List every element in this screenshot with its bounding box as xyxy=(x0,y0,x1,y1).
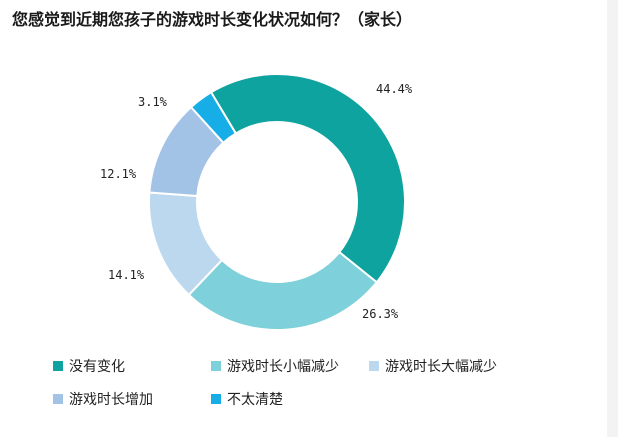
slices-group xyxy=(148,73,406,331)
legend-item: 游戏时长大幅减少 xyxy=(369,356,497,376)
legend-swatch xyxy=(211,361,221,371)
legend-label: 没有变化 xyxy=(69,359,125,375)
legend-item: 游戏时长增加 xyxy=(53,389,153,409)
chart-title: 您感觉到近期您孩子的游戏时长变化状况如何？（家长） xyxy=(12,10,413,29)
legend-item: 不太清楚 xyxy=(211,389,283,409)
labels-group: 44.4% 26.3% 14.1% 12.1% 3.1% xyxy=(100,82,413,321)
legend-swatch xyxy=(53,394,63,404)
legend-label: 不太清楚 xyxy=(227,392,283,408)
legend-item: 游戏时长小幅减少 xyxy=(211,356,339,376)
legend-label: 游戏时长小幅减少 xyxy=(227,359,339,375)
legend-item: 没有变化 xyxy=(53,356,125,376)
donut-slice-2 xyxy=(187,250,379,331)
legend-swatch xyxy=(369,361,379,371)
donut-slice-1 xyxy=(209,73,406,284)
slice-data-label: 14.1% xyxy=(108,268,145,282)
legend-swatch xyxy=(53,361,63,371)
slice-data-label: 12.1% xyxy=(100,167,137,181)
legend-label: 游戏时长大幅减少 xyxy=(385,359,497,375)
legend-label: 游戏时长增加 xyxy=(69,392,153,408)
slice-data-label: 3.1% xyxy=(138,95,168,109)
legend-swatch xyxy=(211,394,221,404)
window-edge xyxy=(607,0,618,437)
slice-data-label: 44.4% xyxy=(376,82,413,96)
donut-slice-5 xyxy=(189,90,238,145)
slice-data-label: 26.3% xyxy=(362,307,399,321)
